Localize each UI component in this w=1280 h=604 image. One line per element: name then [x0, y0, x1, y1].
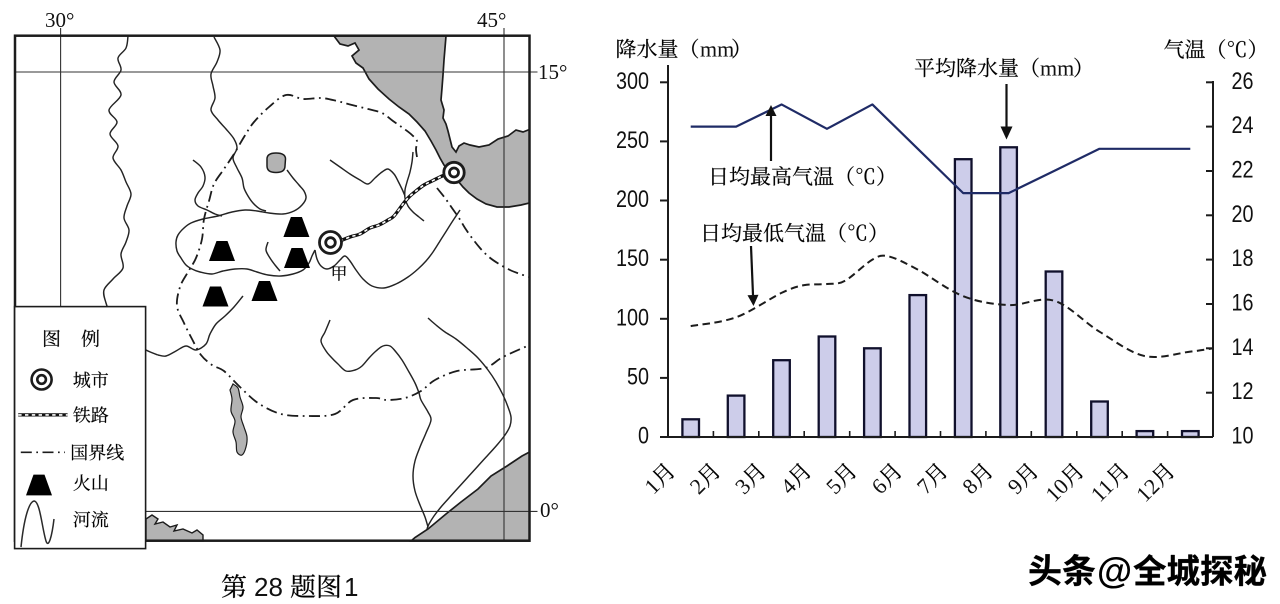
svg-text:1: 1: [344, 572, 358, 602]
svg-text:26: 26: [1232, 68, 1254, 95]
svg-text:10: 10: [1232, 423, 1254, 450]
svg-text:@: @: [1097, 550, 1132, 591]
svg-text:22: 22: [1232, 157, 1254, 184]
svg-text:0: 0: [638, 423, 649, 450]
svg-text:mm: mm: [700, 37, 734, 62]
svg-text:16: 16: [1232, 290, 1254, 317]
svg-text:24: 24: [1232, 112, 1254, 139]
svg-text:14: 14: [1232, 334, 1254, 361]
svg-text:30°: 30°: [45, 8, 74, 32]
svg-text:12: 12: [1232, 378, 1254, 405]
svg-text:0°: 0°: [540, 498, 559, 522]
svg-text:50: 50: [627, 363, 649, 390]
svg-text:45°: 45°: [477, 8, 506, 32]
svg-text:250: 250: [616, 127, 649, 154]
svg-text:200: 200: [616, 186, 649, 213]
svg-text:28: 28: [254, 572, 283, 602]
svg-text:15°: 15°: [538, 60, 567, 84]
svg-text:18: 18: [1232, 245, 1254, 272]
svg-text:150: 150: [616, 245, 649, 272]
svg-text:20: 20: [1232, 201, 1254, 228]
svg-text:300: 300: [616, 68, 649, 95]
svg-text:100: 100: [616, 304, 649, 331]
svg-text:mm: mm: [1040, 56, 1074, 81]
